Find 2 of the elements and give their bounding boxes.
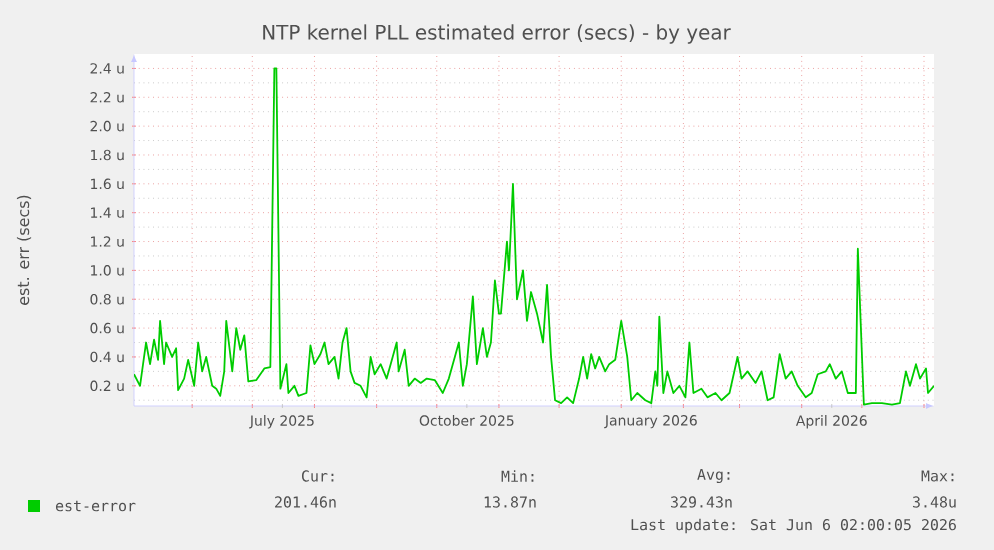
chart-title: NTP kernel PLL estimated error (secs) - by year (263, 24, 731, 44)
line-series (134, 67, 935, 406)
